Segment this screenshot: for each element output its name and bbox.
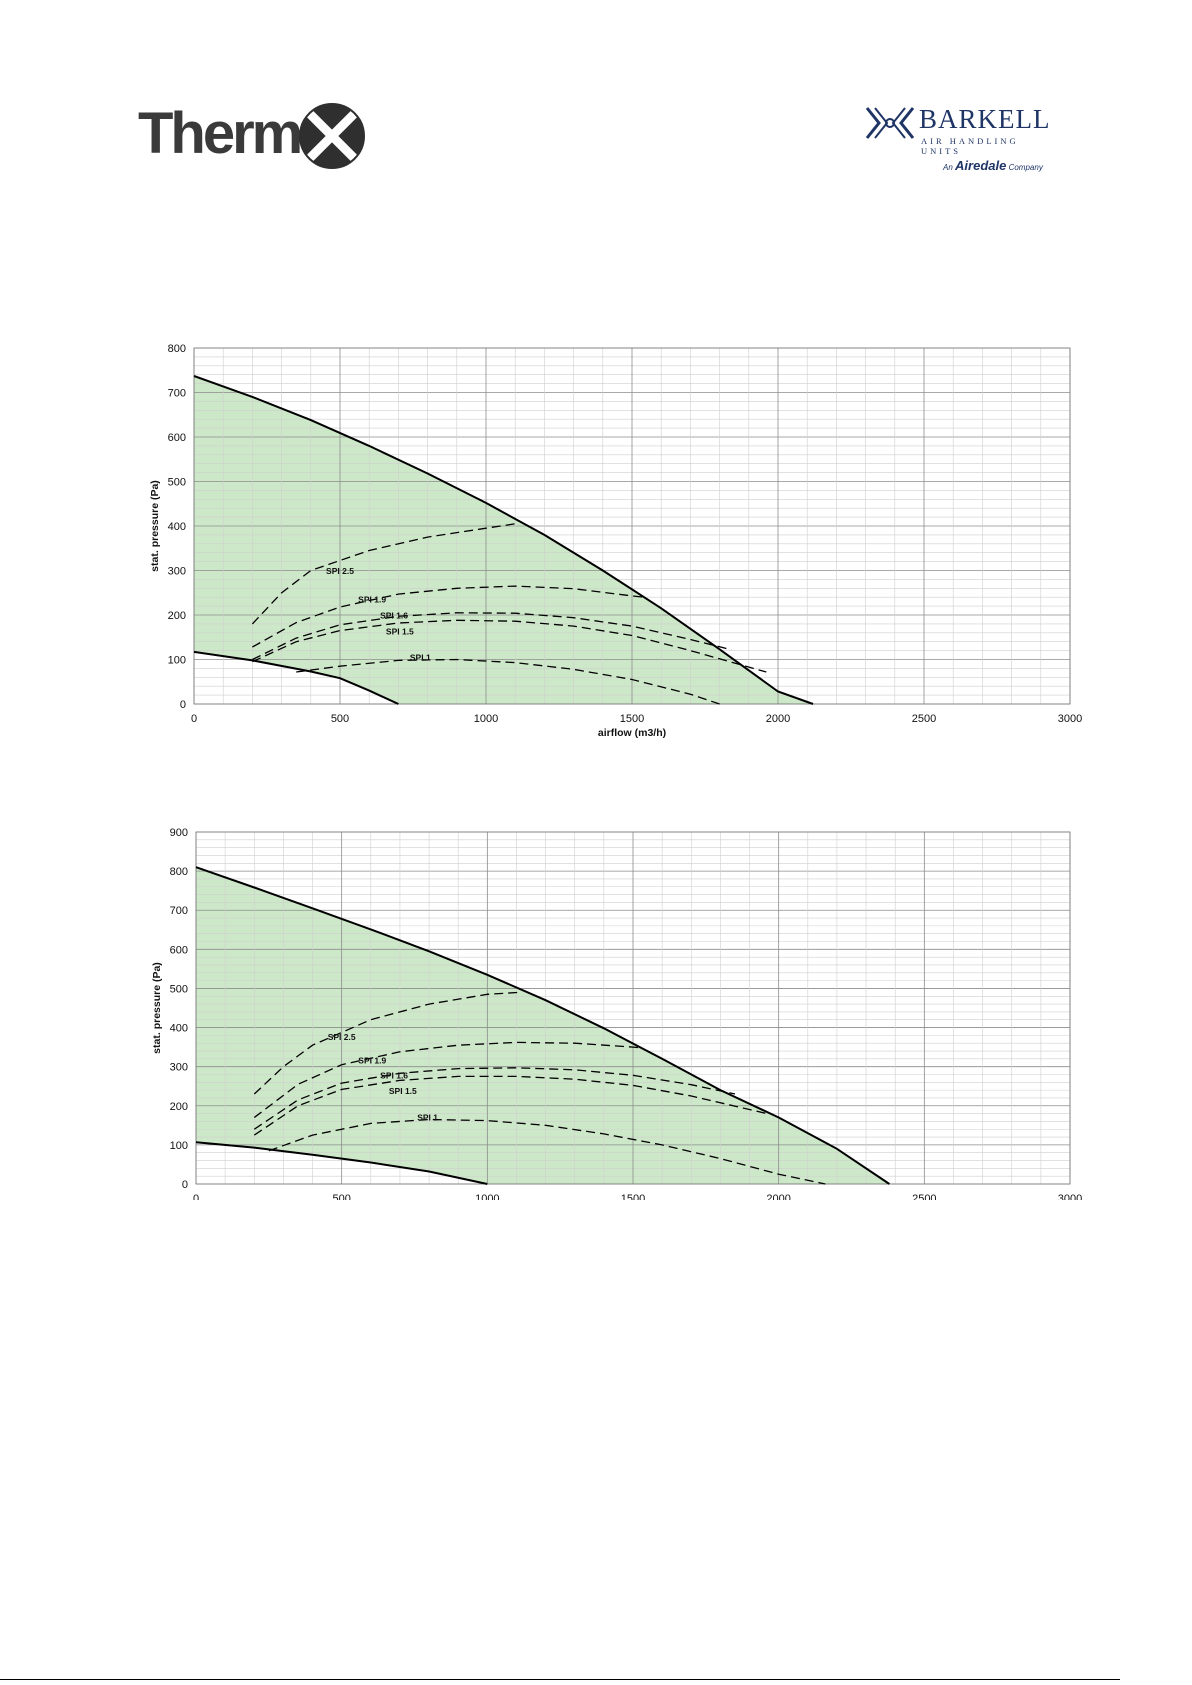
company-suffix: Company bbox=[1008, 163, 1043, 172]
series-line-spi-1 bbox=[296, 658, 720, 705]
x-emblem-icon bbox=[299, 103, 365, 169]
x-tick-label: 3000 bbox=[1058, 1193, 1082, 1200]
compliant-region bbox=[194, 376, 814, 704]
series-line-spi-2-5 bbox=[251, 523, 516, 625]
y-tick-label: 0 bbox=[182, 1179, 188, 1191]
y-tick-label: 300 bbox=[170, 1062, 188, 1074]
y-tick-label: 300 bbox=[168, 566, 186, 578]
y-axis-label: stat. pressure (Pa) bbox=[151, 962, 163, 1054]
y-tick-label: 200 bbox=[168, 610, 186, 622]
barkell-subtitle: AIR HANDLING UNITS bbox=[921, 136, 1019, 156]
plot-frame bbox=[193, 347, 1071, 705]
y-tick-label: 200 bbox=[170, 1101, 188, 1113]
y-tick-label: 500 bbox=[168, 477, 186, 489]
bottom-rule bbox=[0, 1679, 1120, 1680]
y-tick-label: 600 bbox=[170, 944, 188, 956]
x-tick-label: 1500 bbox=[620, 713, 644, 725]
series-label: SPI 1.5 bbox=[389, 1086, 417, 1096]
x-tick-label: 1000 bbox=[474, 713, 498, 725]
y-tick-label: 700 bbox=[168, 388, 186, 400]
series-label: SPI 1 bbox=[410, 652, 431, 662]
series-line-spi-1-6 bbox=[252, 612, 732, 661]
x-tick-label: 1500 bbox=[621, 1193, 645, 1200]
series-label: SPI 1.9 bbox=[358, 595, 386, 605]
y-axis-label: stat. pressure (Pa) bbox=[149, 480, 161, 572]
y-tick-label: 100 bbox=[168, 655, 186, 667]
x-tick-label: 1000 bbox=[475, 1193, 499, 1200]
series-label: SPI 1.6 bbox=[380, 1070, 408, 1080]
x-tick-label: 0 bbox=[193, 1193, 199, 1200]
thermx-logo-text: Therm bbox=[138, 101, 303, 166]
fan-curve-chart-2-svg: 0 100 200 300 400 500 600 700 800 900 0 500 1000 1500… bbox=[151, 827, 1082, 1240]
y-tick-label: 800 bbox=[168, 343, 186, 355]
boundary-upper-line bbox=[193, 375, 814, 705]
x-tick-label: 2500 bbox=[912, 1193, 936, 1200]
plot-frame bbox=[195, 831, 1071, 1185]
fan-curve-chart-2: 0 100 200 300 400 500 600 700 800 900 0 500 1000 1500… bbox=[0, 790, 1100, 1240]
x-tick-label: 2000 bbox=[766, 713, 790, 725]
y-tick-label: 100 bbox=[170, 1140, 188, 1152]
x-axis-label: airflow (m3/h) bbox=[598, 727, 666, 739]
y-tick-label: 0 bbox=[180, 699, 186, 711]
series-label: SPI 1.5 bbox=[386, 627, 414, 637]
series-line-spi-1-6 bbox=[253, 1067, 736, 1130]
y-tick-label: 900 bbox=[170, 827, 188, 839]
fan-curve-chart-1: 0 100 200 300 400 500 600 700 800 0 500 1000 1500 200… bbox=[0, 320, 1100, 760]
series-line-spi-1-5 bbox=[252, 619, 767, 673]
series-label: SPI 2.5 bbox=[326, 566, 354, 576]
series-line-spi-2-5 bbox=[253, 991, 520, 1095]
fan-curve-chart-1-svg: 0 100 200 300 400 500 600 700 800 0 500 1000 1500 200… bbox=[149, 343, 1082, 760]
series-label: SPI 1.6 bbox=[380, 611, 408, 621]
compliant-region bbox=[196, 867, 890, 1184]
boundary-lower-line bbox=[193, 650, 399, 705]
series-line-spi-1-9 bbox=[253, 1041, 642, 1119]
barkell-emblem-icon bbox=[865, 107, 915, 139]
boundary-lower-line bbox=[195, 1141, 488, 1185]
series-line-spi-1 bbox=[268, 1118, 826, 1185]
thermx-logo: Therm bbox=[138, 100, 368, 172]
x-tick-label: 500 bbox=[331, 713, 349, 725]
series-line-spi-1-9 bbox=[252, 585, 644, 648]
x-tick-label: 3000 bbox=[1058, 713, 1082, 725]
series-line-spi-1-5 bbox=[253, 1075, 768, 1136]
series-label: SPI 1.9 bbox=[358, 1056, 386, 1066]
y-tick-label: 600 bbox=[168, 432, 186, 444]
barkell-logo: BARKELL AIR HANDLING UNITS An Airedale C… bbox=[865, 104, 1050, 184]
x-tick-label: 2500 bbox=[912, 713, 936, 725]
x-tick-label: 2000 bbox=[766, 1193, 790, 1200]
y-tick-label: 500 bbox=[170, 983, 188, 995]
company-name: Airedale bbox=[955, 158, 1007, 173]
series-label: SPI 2.5 bbox=[328, 1032, 356, 1042]
y-tick-label: 800 bbox=[170, 866, 188, 878]
x-tick-label: 500 bbox=[332, 1193, 350, 1200]
company-prefix: An bbox=[943, 163, 953, 172]
y-tick-label: 700 bbox=[170, 905, 188, 917]
x-tick-label: 0 bbox=[191, 713, 197, 725]
boundary-upper-line bbox=[195, 866, 890, 1185]
series-label: SPI 1 bbox=[417, 1113, 438, 1123]
y-tick-label: 400 bbox=[170, 1023, 188, 1035]
y-tick-label: 400 bbox=[168, 521, 186, 533]
grid bbox=[193, 347, 1071, 705]
barkell-brand: BARKELL bbox=[919, 104, 1051, 134]
airedale-company: An Airedale Company bbox=[943, 158, 1043, 173]
